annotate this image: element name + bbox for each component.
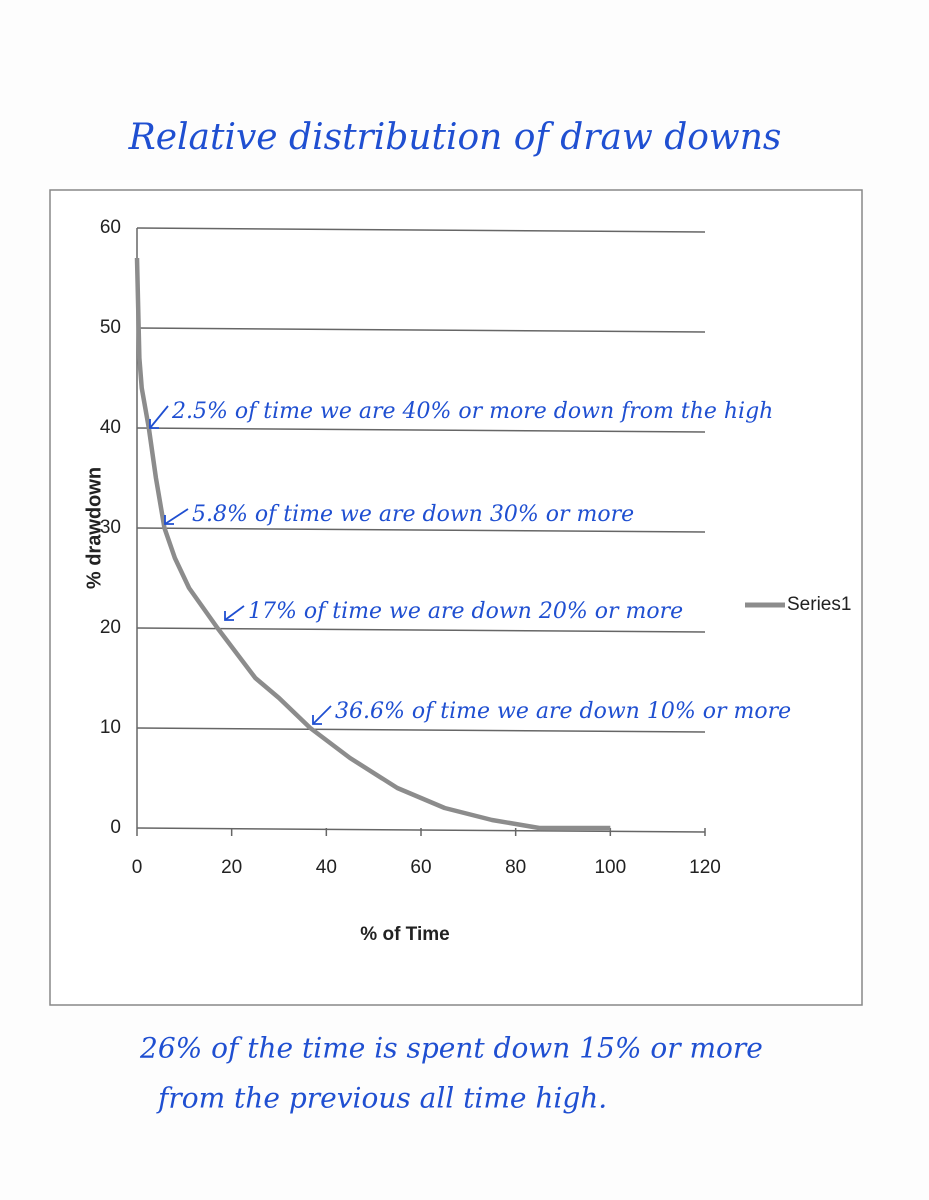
grid-line [136,627,706,633]
arrow-head [224,611,234,621]
y-tick-label: 10 [100,717,121,738]
legend-label: Series1 [787,594,851,615]
grid-line [136,227,706,233]
annotation-arrow [224,605,245,621]
x-tick-label: 40 [316,857,337,878]
grid-line [136,327,706,333]
grid-line [136,727,706,733]
annotation: 36.6% of time we are down 10% or more [335,699,791,724]
x-tick-label: 60 [410,857,431,878]
note: from the previous all time high. [156,1082,607,1115]
annotation: 17% of time we are down 20% or more [248,599,683,624]
y-tick-label: 30 [100,517,121,538]
annotation: 5.8% of time we are down 30% or more [192,502,634,527]
arrow-head [312,715,322,725]
x-axis-label: % of Time [360,924,449,945]
data-line [134,257,611,831]
annotation: 2.5% of time we are 40% or more down fro… [171,399,773,424]
x-tick-label: 0 [132,857,143,878]
annotation-arrow [312,705,332,725]
y-axis-label: % drawdown [83,467,105,589]
chart-title: Relative distribution of draw downs [128,117,782,158]
y-tick-label: 20 [100,617,121,638]
annotation-arrow [164,508,189,525]
x-tick-label: 20 [221,857,242,878]
grid-line [136,427,706,433]
y-tick-label: 40 [100,417,121,438]
note: 26% of the time is spent down 15% or mor… [139,1032,763,1065]
x-tick-label: 100 [594,857,626,878]
x-tick-label: 80 [505,857,526,878]
chart-frame [49,189,863,1006]
arrow-head [149,419,159,429]
x-tick-label: 120 [689,857,721,878]
y-tick-label: 60 [100,217,121,238]
annotation-arrow [149,405,169,429]
y-tick-label: 0 [110,817,121,838]
y-tick-label: 50 [100,317,121,338]
grid-line [136,527,706,533]
arrow-head [164,515,174,525]
